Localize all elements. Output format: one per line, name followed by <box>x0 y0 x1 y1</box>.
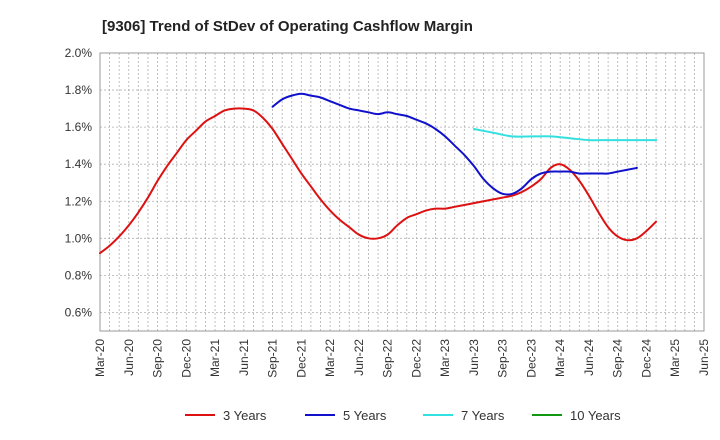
series-lines <box>99 92 658 255</box>
x-tick-label: Mar-22 <box>323 339 337 377</box>
x-tick-label: Sep-20 <box>151 339 165 378</box>
x-tick-label: Dec-24 <box>639 339 653 378</box>
x-tick-label: Dec-22 <box>409 339 423 378</box>
legend-label-10-years: 10 Years <box>570 408 621 423</box>
legend-label-3-years: 3 Years <box>223 408 267 423</box>
y-tick-label: 1.2% <box>65 194 93 208</box>
x-tick-label: Mar-21 <box>208 339 222 377</box>
y-tick-label: 0.8% <box>65 268 93 282</box>
x-tick-label: Jun-21 <box>237 339 251 376</box>
x-tick-label: Dec-23 <box>524 339 538 378</box>
x-tick-label: Sep-22 <box>381 339 395 378</box>
x-tick-label: Mar-23 <box>438 339 452 377</box>
y-tick-label: 0.6% <box>65 305 93 319</box>
y-tick-label: 1.0% <box>65 231 93 245</box>
x-tick-label: Mar-20 <box>93 339 107 377</box>
series-line-7-years <box>472 127 658 142</box>
y-tick-label: 2.0% <box>65 46 93 60</box>
y-tick-label: 1.6% <box>65 120 93 134</box>
x-tick-label: Jun-20 <box>122 339 136 376</box>
legend-label-5-years: 5 Years <box>343 408 387 423</box>
plot-border <box>99 52 705 332</box>
legend-label-7-years: 7 Years <box>461 408 505 423</box>
x-axis: Mar-20 Jun-20 Sep-20 Dec-20 Mar-21 Jun-21 Sep-… <box>93 339 711 378</box>
x-tick-label: Dec-21 <box>294 339 308 378</box>
y-tick-label: 1.4% <box>65 157 93 171</box>
series-line-5-years <box>271 92 638 196</box>
x-tick-label: Jun-24 <box>582 339 596 376</box>
y-tick-label: 1.8% <box>65 83 93 97</box>
plot-area <box>100 53 704 331</box>
chart-title: [9306] Trend of StDev of Operating Cashf… <box>102 18 473 35</box>
x-tick-label: Jun-23 <box>467 339 481 376</box>
y-axis: 0.6% 0.8% 1.0% 1.2% 1.4% 1.6% 1.8% 2.0% <box>65 46 93 319</box>
x-tick-label: Jun-25 <box>697 339 711 376</box>
x-tick-label: Sep-24 <box>611 339 625 378</box>
x-tick-label: Mar-24 <box>553 339 567 377</box>
x-tick-label: Sep-21 <box>266 339 280 378</box>
x-tick-label: Dec-20 <box>179 339 193 378</box>
x-tick-label: Sep-23 <box>496 339 510 378</box>
series-line-3-years <box>99 107 658 255</box>
x-tick-label: Jun-22 <box>352 339 366 376</box>
x-tick-label: Mar-25 <box>668 339 682 377</box>
legend: 3 Years 5 Years 7 Years 10 Years <box>185 408 621 423</box>
